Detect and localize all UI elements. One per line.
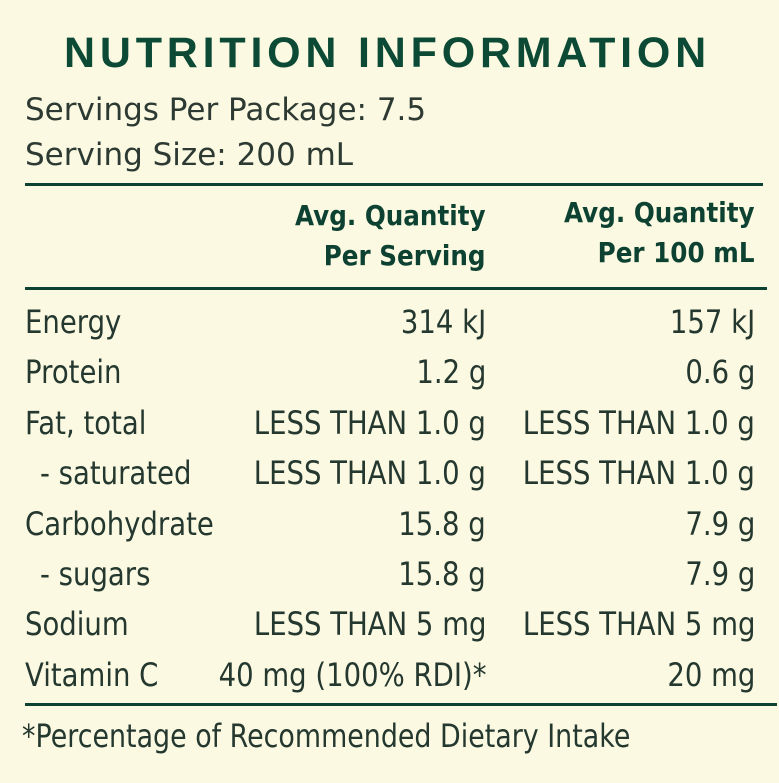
nutrient-name: Energy <box>25 303 122 341</box>
nutrient-rows: Energy 314 kJ 157 kJ Protein 1.2 g 0.6 g Fat, … <box>0 299 779 702</box>
nutrient-row: Sodium LESS THAN 5 mg LESS THAN 5 mg <box>0 601 779 651</box>
nutrient-per-serving: 40 mg (100% RDI)* <box>218 655 486 694</box>
column-header-per-serving-line2: Per Serving <box>324 239 486 272</box>
nutrient-per-100ml: 20 mg <box>666 655 755 694</box>
nutrient-name: - saturated <box>40 454 192 493</box>
nutrient-per-100ml: LESS THAN 5 mg <box>522 605 755 644</box>
nutrient-row: Vitamin C 40 mg (100% RDI)* 20 mg <box>0 652 779 702</box>
servings-per-package: Servings Per Package: 7.5 <box>25 92 427 128</box>
nutrient-per-serving: LESS THAN 1.0 g <box>253 403 486 442</box>
column-header-per-serving-line1: Avg. Quantity <box>295 199 486 232</box>
nutrient-per-100ml: 0.6 g <box>685 353 755 392</box>
nutrient-row: - sugars 15.8 g 7.9 g <box>0 551 779 601</box>
column-header-per-100ml: Avg. Quantity Per 100 mL <box>564 193 755 273</box>
nutrient-per-100ml: 7.9 g <box>685 504 755 543</box>
nutrient-name: - sugars <box>40 554 151 593</box>
nutrient-row: Protein 1.2 g 0.6 g <box>0 349 779 399</box>
footnote: *Percentage of Recommended Dietary Intak… <box>22 717 631 755</box>
top-divider <box>25 183 763 186</box>
nutrient-per-serving: 15.8 g <box>398 554 486 593</box>
bottom-divider <box>25 703 777 706</box>
nutrient-name: Carbohydrate <box>25 504 214 543</box>
nutrient-row: Carbohydrate 15.8 g 7.9 g <box>0 501 779 551</box>
panel-title: NUTRITION INFORMATION <box>64 29 711 77</box>
column-header-per-100ml-line2: Per 100 mL <box>598 236 755 269</box>
nutrient-per-serving: LESS THAN 1.0 g <box>253 454 486 493</box>
column-header-per-serving: Avg. Quantity Per Serving <box>295 196 486 276</box>
nutrient-per-serving: 15.8 g <box>398 504 486 543</box>
header-divider <box>25 287 767 290</box>
nutrient-row: Energy 314 kJ 157 kJ <box>0 299 779 349</box>
nutrient-per-100ml: LESS THAN 1.0 g <box>522 403 755 442</box>
column-header-per-100ml-line1: Avg. Quantity <box>564 196 755 229</box>
nutrient-row: - saturated LESS THAN 1.0 g LESS THAN 1.0 … <box>0 450 779 500</box>
nutrient-per-100ml: LESS THAN 1.0 g <box>522 454 755 493</box>
nutrient-per-100ml: 7.9 g <box>685 554 755 593</box>
serving-size: Serving Size: 200 mL <box>25 137 354 173</box>
nutrient-row: Fat, total LESS THAN 1.0 g LESS THAN 1.0 g <box>0 400 779 450</box>
nutrient-name: Vitamin C <box>25 655 159 694</box>
nutrient-per-serving: 1.2 g <box>416 353 486 392</box>
nutrient-name: Sodium <box>25 605 129 644</box>
nutrient-name: Fat, total <box>25 403 147 442</box>
nutrient-per-100ml: 157 kJ <box>669 303 755 341</box>
nutrient-name: Protein <box>25 353 122 392</box>
nutrient-per-serving: 314 kJ <box>400 303 486 341</box>
nutrient-per-serving: LESS THAN 5 mg <box>253 605 486 644</box>
